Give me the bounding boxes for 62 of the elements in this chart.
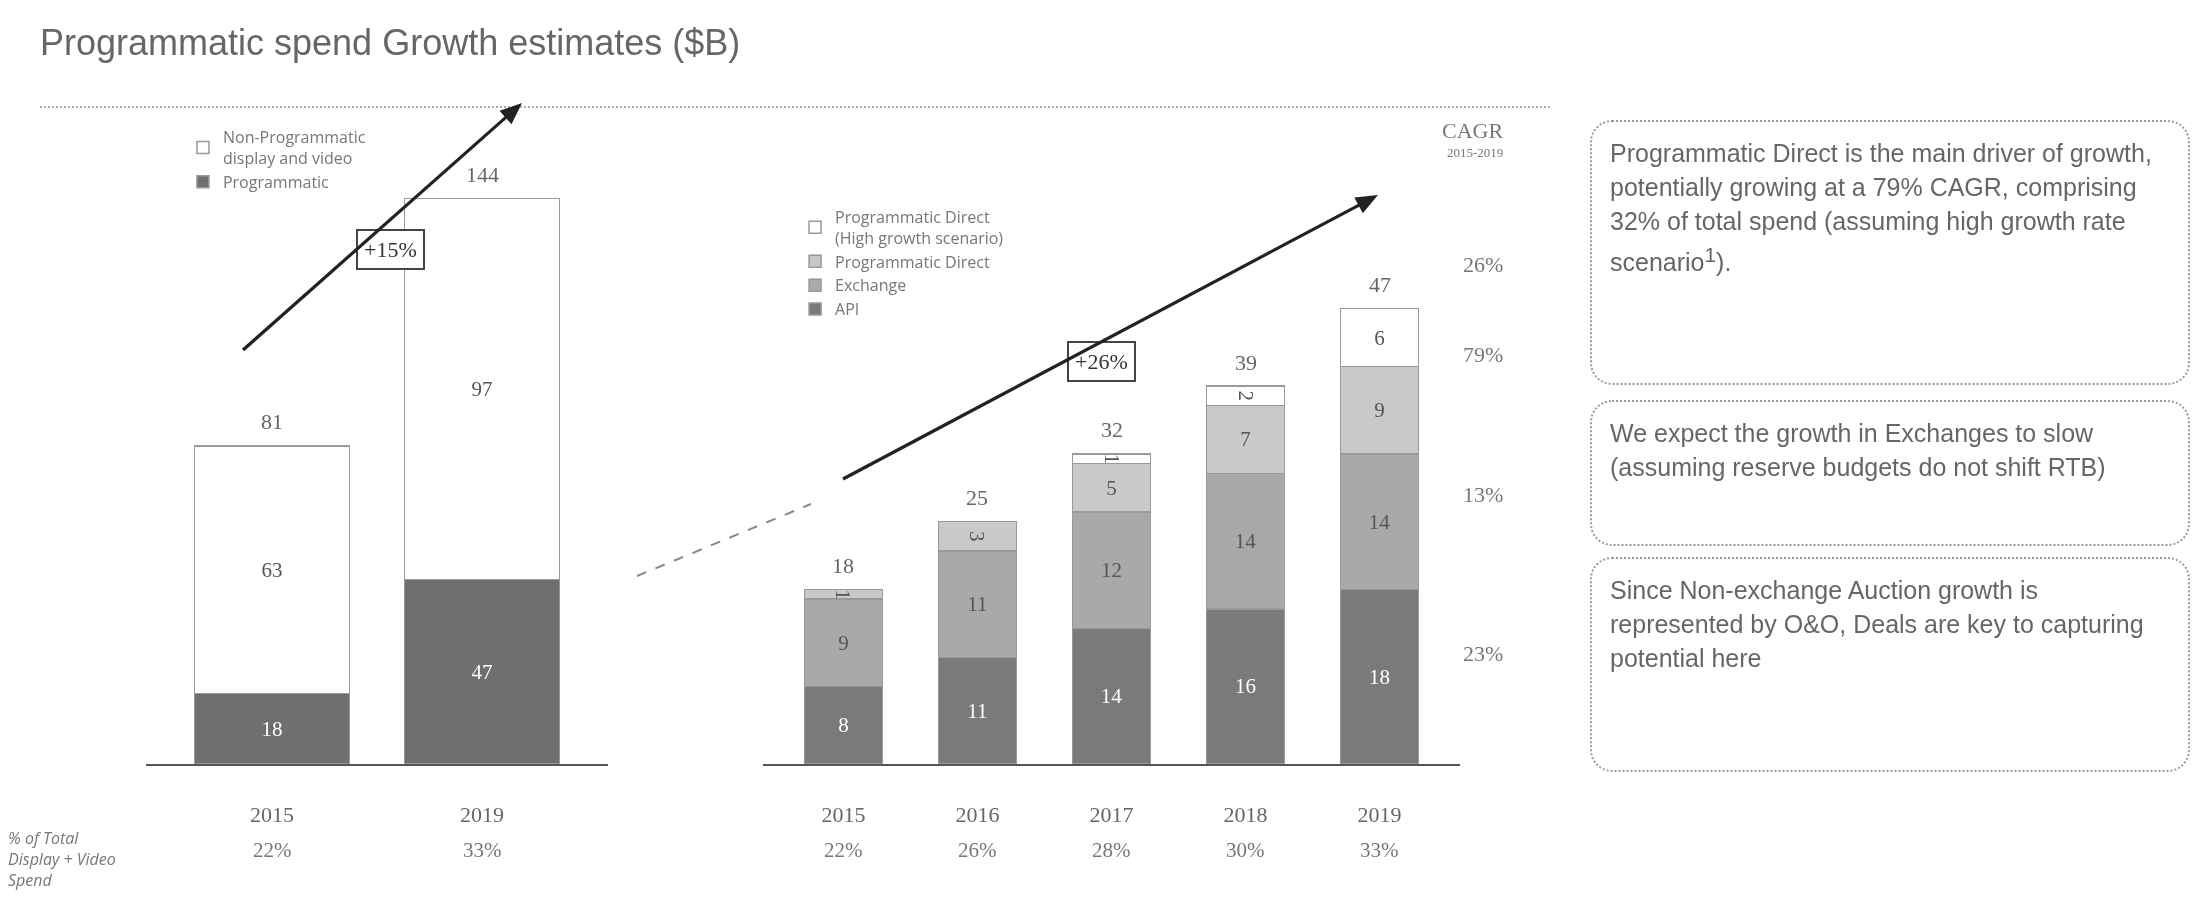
data-label: 11 [967,592,988,617]
legend-label: Programmatic Direct [835,250,990,273]
data-label: 9 [1374,398,1385,423]
legend-label: Programmatic [222,170,330,193]
text: 26% [1463,252,1504,277]
text: CAGR [1442,118,1504,143]
annotation: +15% [364,237,417,262]
x-tick-label: 2015 [250,802,294,828]
text: 33% [1360,838,1399,862]
data-label: 14 [1234,529,1257,554]
text: 23% [1463,641,1504,666]
total-label: 81 [261,409,283,434]
text: % of Total Display + Video Spend [8,827,116,891]
data-label: 63 [261,557,283,582]
x-tick-label: 2017 [1089,802,1134,828]
text: Since Non-exchange Auction growth is represented by O&O, Deals are key to capturing potential here [1590,557,2190,772]
text: 22% [253,838,292,862]
chart-title: Programmatic spend Growth estimates ($B) [40,22,741,64]
x-tick-label: 2019 [460,802,504,828]
data-label: 1 [831,589,856,600]
data-label: 14 [1368,509,1391,534]
text: 13% [1463,482,1504,507]
text: 26% [958,838,997,862]
legend-label: API [835,298,860,321]
data-label: 8 [838,713,849,738]
data-label: 14 [1100,684,1123,709]
total-label: 25 [966,485,988,510]
data-label: 2 [1233,390,1258,401]
data-label: 47 [471,659,493,684]
total-label: 32 [1101,417,1123,442]
text: 33% [463,838,502,862]
x-tick-label: 2015 [821,802,866,828]
total-label: 47 [1369,272,1391,297]
text: 30% [1226,838,1265,862]
data-label: 11 [967,698,988,723]
x-tick-label: 2019 [1357,802,1402,828]
total-label: 39 [1235,350,1257,375]
data-label: 97 [471,376,493,401]
text: 28% [1092,838,1131,862]
data-label: 3 [965,531,990,542]
data-label: 12 [1101,558,1122,583]
legend-label: Programmatic Direct (High growth scenario) [835,205,1004,249]
legend-label: Exchange [835,274,907,297]
text: 22% [824,838,863,862]
data-label: 6 [1374,325,1385,350]
text: 2015-2019 [1447,145,1504,160]
text: Programmatic Direct is the main driver of growth, potentially growing at a 79% CAGR, comprising 32% of total spend (assuming high growth rate scenario$^{1}$). [1590,120,2190,385]
text: We expect the growth in Exchanges to slow (assuming reserve budgets do not shift RTB) [1590,400,2190,546]
text: 79% [1463,342,1504,367]
data-label: 18 [261,716,283,741]
x-tick-label: 2016 [955,802,1000,828]
data-label: 9 [838,630,849,655]
total-label: 144 [466,162,499,187]
total-label: 18 [832,553,854,578]
data-label: 18 [1369,664,1391,689]
data-label: 5 [1106,475,1117,500]
data-label: 1 [1099,453,1124,464]
data-label: 7 [1240,427,1251,452]
annotation: +26% [1075,349,1128,374]
data-label: 16 [1235,674,1257,699]
x-tick-label: 2018 [1223,802,1268,828]
legend-label: Non-Programmatic display and video [222,126,366,170]
